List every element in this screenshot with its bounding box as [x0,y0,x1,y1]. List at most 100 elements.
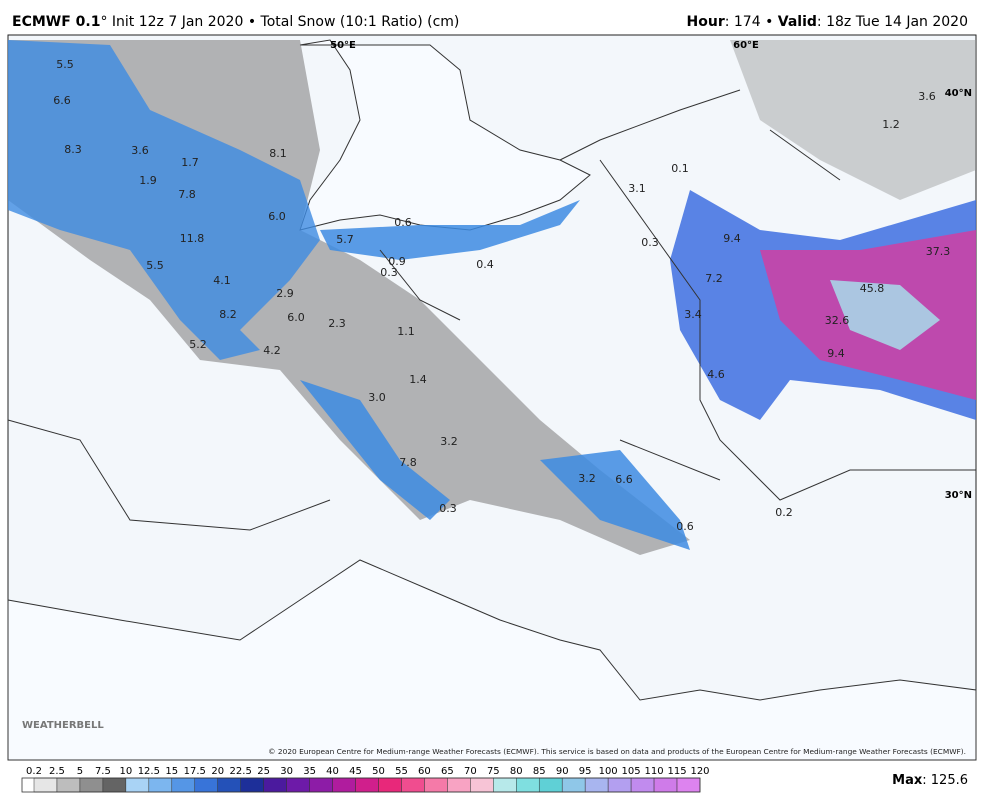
colorbar-tick-label: 50 [372,766,385,777]
colorbar-box [516,777,540,793]
colorbar-tick-label: 95 [579,766,592,777]
colorbar-box [424,777,448,793]
colorbar-box [102,777,127,793]
value-label: 32.6 [825,314,850,327]
colorbar-frame [21,777,701,793]
colorbar-tick-label: 22.5 [230,766,252,777]
value-label: 0.3 [439,502,457,515]
value-label: 6.0 [268,210,286,223]
valid-value: : 18z Tue 14 Jan 2020 [817,14,968,30]
value-label: 0.4 [476,258,494,271]
header-left: ECMWF 0.1° Init 12z 7 Jan 2020 • Total S… [12,14,459,30]
value-label: 4.1 [213,274,231,287]
colorbar-tick-label: 80 [510,766,523,777]
value-label: 37.3 [926,245,951,258]
value-label: 0.2 [775,506,793,519]
value-label: 8.3 [64,143,82,156]
value-label: 6.6 [615,473,633,486]
value-label: 0.3 [380,266,398,279]
colorbar-tick-label: 2.5 [49,766,65,777]
colorbar-box [470,777,494,793]
colorbar-box [56,777,81,793]
value-labels: 5.5 6.6 8.3 3.6 1.7 8.1 1.9 7.8 6.0 11.8 5.7 0.6 0.9… [53,58,950,533]
value-label: 3.1 [628,182,646,195]
gulf [7,559,977,761]
value-label: 4.2 [263,344,281,357]
copyright: © 2020 European Centre for Medium-range … [268,747,966,756]
value-label: 0.6 [676,520,694,533]
colorbar-tick-label: 115 [667,766,686,777]
snow-blue [8,40,320,360]
colorbar-box [355,777,379,793]
colorbar-box [240,777,264,793]
valid-label: Valid [778,14,817,30]
colorbar-tick-label: 25 [257,766,270,777]
colorbar-box [630,777,655,793]
model: ECMWF 0.1 [12,14,100,30]
colorbar-box [79,777,104,793]
colorbar-box [561,777,586,793]
colorbar-box [309,777,333,793]
colorbar-box [493,777,517,793]
colorbar-box [286,777,310,793]
colorbar-tick-label: 100 [599,766,618,777]
colorbar-box [33,777,58,793]
coordinate-labels: 50°E 60°E 40°N 30°N [330,40,972,501]
value-label: 0.1 [671,162,689,175]
value-label: 0.3 [641,236,659,249]
colorbar-tick-label: 120 [690,766,709,777]
colorbar-tick-label: 105 [622,766,641,777]
value-label: 1.2 [882,118,900,131]
value-label: 7.2 [705,272,723,285]
value-label: 3.2 [440,435,458,448]
colorbar-tick-label: 60 [418,766,431,777]
value-label: 3.2 [578,472,596,485]
value-label: 3.4 [684,308,702,321]
value-label: 0.9 [388,255,406,268]
colorbar-tick-label: 7.5 [95,766,111,777]
colorbar-tick-label: 17.5 [184,766,206,777]
colorbar-tick-label: 10 [119,766,132,777]
value-label: 7.8 [178,188,196,201]
max-sep: : [922,773,931,788]
hour-label: Hour [687,14,725,30]
colorbar-tick-label: 55 [395,766,408,777]
colorbar-tick-label: 20 [211,766,224,777]
value-label: 1.7 [181,156,199,169]
value-label: 1.1 [397,325,415,338]
colorbar-box [194,777,218,793]
colorbar-tick-label: 75 [487,766,500,777]
colorbar-tick-label: 65 [441,766,454,777]
borders [7,89,976,531]
value-label: 8.1 [269,147,287,160]
max-label: Max [892,773,923,788]
colorbar-tick-label: 40 [326,766,339,777]
snow-blue-2 [300,200,690,550]
colorbar-tick-label: 90 [556,766,569,777]
title: ° Init 12z 7 Jan 2020 • Total Snow (10:1… [100,14,459,30]
colorbar-tick-label: 12.5 [138,766,160,777]
max-value: 125.6 [931,773,968,788]
value-label: 6.6 [53,94,71,107]
colorbar-tick-label: 35 [303,766,316,777]
value-label: 5.7 [336,233,354,246]
value-label: 3.6 [918,90,936,103]
value-label: 1.9 [139,174,157,187]
colorbar-tick-label: 0.2 [26,766,42,777]
value-label: 6.0 [287,311,305,324]
colorbar-box [653,777,678,793]
colorbar-tick-label: 5 [77,766,83,777]
colorbar-box [401,777,425,793]
header-right: Hour: 174 • Valid: 18z Tue 14 Jan 2020 [687,14,968,30]
colorbar-box [447,777,471,793]
value-label: 3.0 [368,391,386,404]
value-label: 5.2 [189,338,207,351]
value-label: 5.5 [56,58,74,71]
value-label: 4.6 [707,368,725,381]
logo: WEATHERBELL [22,720,104,731]
colorbar-tick-label: 70 [464,766,477,777]
colorbar-box [607,777,632,793]
colorbar-box [332,777,356,793]
value-label: 7.8 [399,456,417,469]
